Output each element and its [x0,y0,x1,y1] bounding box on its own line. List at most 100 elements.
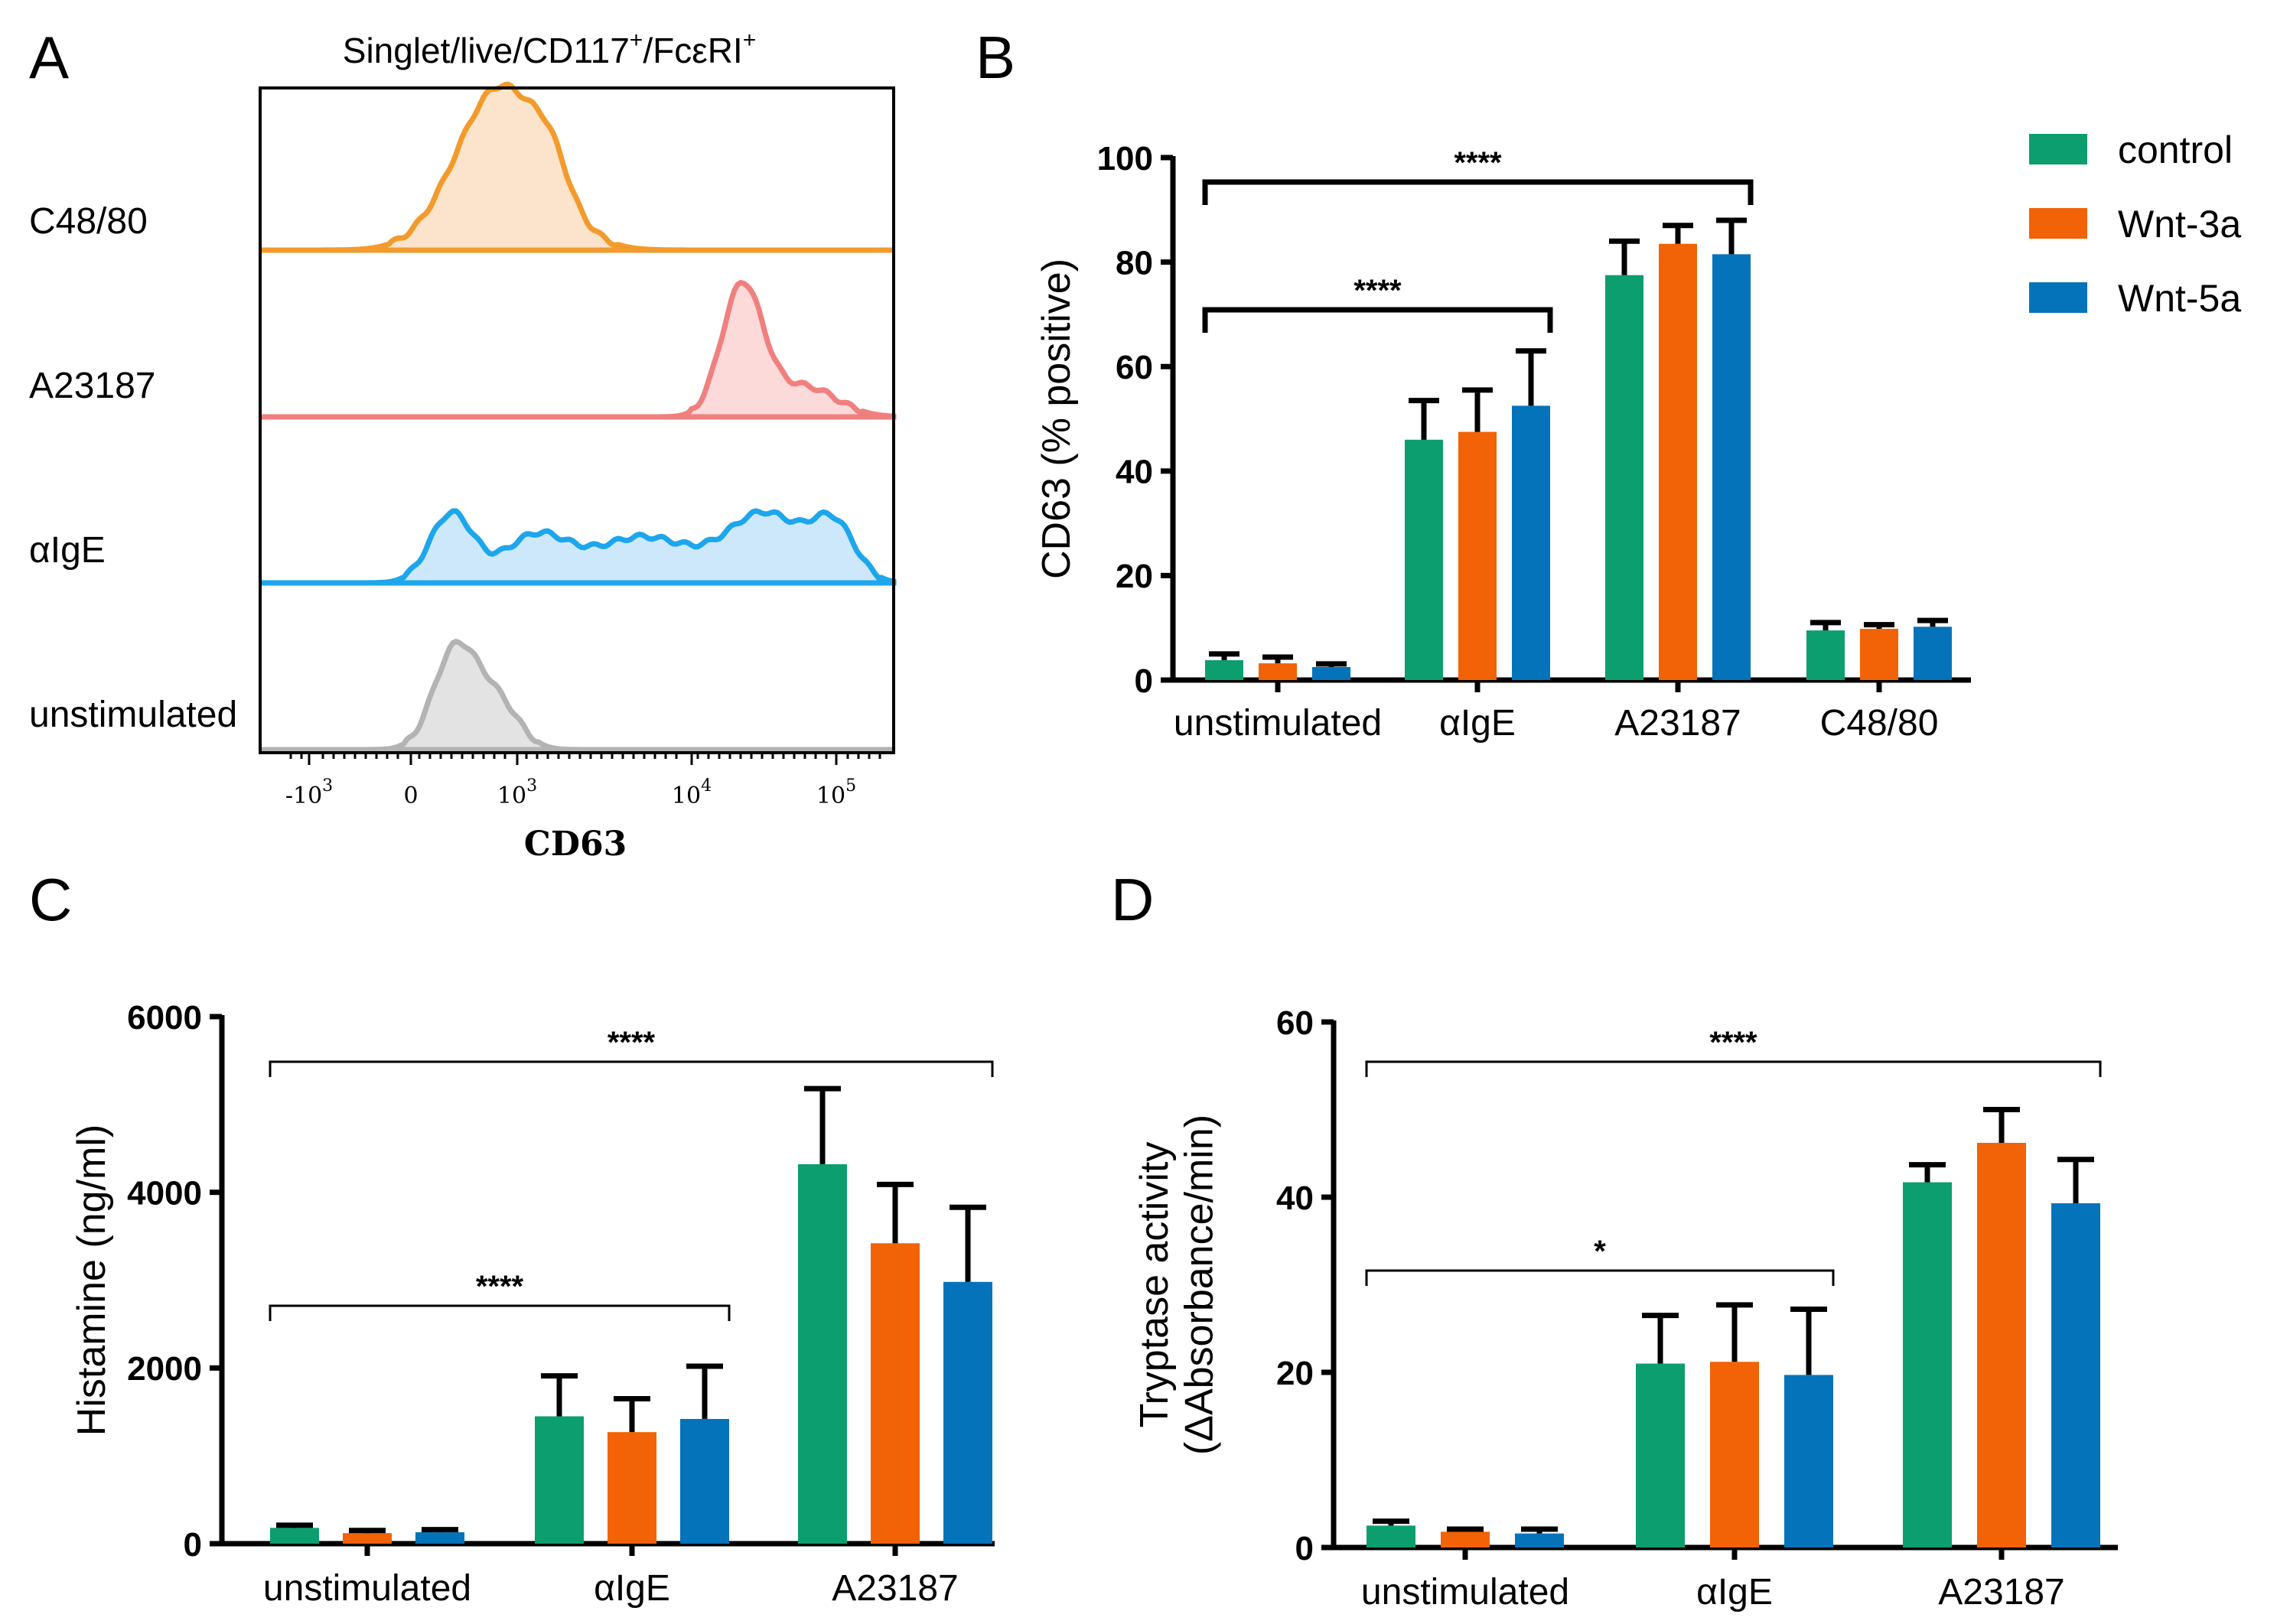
cd63-tick-1e3: 103 [497,776,537,809]
bar-wnt3a-unstimulated [1441,1531,1490,1548]
bar-wnt5a-a23187 [2051,1203,2100,1548]
category-label-a23187: A23187 [832,1568,959,1609]
histogram-unstimulated [260,638,894,753]
bar-control-c48-80 [1806,630,1845,680]
category-label-aige: αIgE [594,1568,670,1609]
legend: control Wnt-3a Wnt-5a [2029,129,2241,320]
panel-b-y-tick-label: 0 [1135,662,1153,700]
category-label-aige: αIgE [1439,703,1516,744]
histogram-aige [260,508,897,586]
category-label-unstimulated: unstimulated [263,1568,471,1609]
bar-wnt3a-aige [1710,1362,1759,1548]
panel-d-y-tick-label: 40 [1276,1180,1314,1217]
bar-wnt3a-c48-80 [1860,629,1898,680]
category-label-aige: αIgE [1696,1572,1773,1613]
panel-c: C 0 2000 4000 6000 Histamine (ng/ml) unstimul… [29,866,995,1609]
significance-bracket [1365,1060,2102,1077]
panel-b-y-tick-label: 60 [1116,349,1153,386]
panel-c-letter: C [29,866,72,933]
panel-b-letter: B [976,24,1015,91]
panel-c-y-tick-label: 4000 [127,1175,202,1212]
panel-c-y-label: Histamine (ng/ml) [70,1124,114,1436]
bar-wnt5a-a23187 [943,1281,992,1544]
panel-a-title: Singlet/live/CD117+/FcεRI+ [343,28,756,70]
cd63-tick-1e4: 104 [672,776,712,809]
significance-bracket [1365,1269,1835,1286]
cd63-axis-ticks [289,753,881,765]
bar-control-aige [535,1416,584,1544]
bar-control-unstimulated [1367,1525,1415,1548]
legend-swatch-wnt5a [2029,282,2087,313]
panel-b-y-tick-label: 40 [1116,454,1153,491]
bar-control-aige [1636,1363,1685,1548]
significance-bracket [269,1304,731,1321]
legend-swatch-control [2029,134,2087,164]
panel-d-y-tick-label: 0 [1295,1530,1314,1567]
histogram-frame [259,86,895,754]
category-label-a23187: A23187 [1938,1572,2065,1613]
bar-wnt3a-a23187 [871,1243,920,1544]
bar-control-unstimulated [1205,660,1243,680]
bar-wnt5a-unstimulated [1312,666,1350,680]
panel-b: B 0 20 40 60 80 100 CD63 (% positive) unstimula… [976,24,2241,744]
cd63-tick-neg1e3: -103 [285,776,333,809]
bar-control-unstimulated [270,1528,319,1544]
bar-wnt3a-aige [608,1432,656,1544]
significance-label: **** [1353,274,1402,308]
bar-wnt5a-aige [680,1418,729,1544]
bar-wnt5a-unstimulated [1515,1533,1564,1548]
bar-wnt3a-unstimulated [343,1533,392,1544]
row-label-a23187: A23187 [29,366,156,406]
panel-a: A Singlet/live/CD117+/FcεRI+ C48/80 A231… [29,24,897,864]
bar-wnt5a-a23187 [1712,254,1751,681]
significance-label: **** [1709,1026,1757,1059]
significance-bracket [1202,179,1754,205]
bar-control-a23187 [798,1163,847,1544]
category-label-a23187: A23187 [1614,703,1741,744]
legend-label-wnt5a: Wnt-5a [2118,277,2241,320]
panel-a-letter: A [29,24,69,91]
panel-b-y-tick-label: 20 [1116,558,1153,595]
histogram-a23187 [260,279,897,420]
panel-d-y-label: Tryptase activity(ΔAbsorbance/min) [1132,1115,1221,1455]
legend-label-wnt3a: Wnt-3a [2118,203,2241,246]
category-label-unstimulated: unstimulated [1174,703,1382,744]
bar-control-a23187 [1903,1182,1952,1548]
category-label-c48-80: C48/80 [1820,703,1939,744]
panel-c-y-tick-label: 2000 [127,1350,202,1388]
cd63-tick-zero: 0 [403,783,418,809]
histogram-tracks [260,81,897,753]
cd63-tick-1e5: 105 [816,776,856,809]
category-label-unstimulated: unstimulated [1361,1572,1569,1613]
significance-bracket [1202,307,1553,333]
bar-control-aige [1405,439,1443,680]
panel-c-y-tick-label: 6000 [127,999,202,1037]
legend-label-control: control [2118,129,2233,171]
significance-label: * [1594,1235,1606,1268]
panel-d-chart: 0 20 40 60 Tryptase activity(ΔAbsorbance/min… [1132,1004,2118,1613]
row-label-c48-80: C48/80 [29,201,148,242]
bar-wnt3a-aige [1458,431,1497,680]
histogram-c48-80 [260,81,894,253]
significance-bracket [269,1060,994,1077]
bar-wnt5a-aige [1512,405,1550,680]
panel-c-chart: 0 2000 4000 6000 Histamine (ng/ml) unstimulat… [70,999,995,1609]
significance-label: **** [476,1270,524,1303]
row-label-aige: αIgE [29,530,106,571]
row-label-unstimulated: unstimulated [29,695,237,735]
panel-d: D 0 20 40 60 Tryptase activity(ΔAbsorbance/m… [1111,866,2118,1613]
panel-d-y-tick-label: 60 [1276,1004,1314,1042]
bar-wnt5a-unstimulated [415,1532,464,1544]
cd63-axis-label: CD63 [524,825,627,864]
bar-wnt3a-unstimulated [1259,663,1297,680]
panel-d-y-tick-label: 20 [1276,1355,1314,1392]
bar-wnt3a-a23187 [1977,1143,2026,1548]
bar-wnt5a-aige [1784,1375,1833,1548]
panel-b-y-label: CD63 (% positive) [1034,259,1079,579]
significance-label: **** [1454,146,1502,180]
panel-c-y-tick-label: 0 [184,1526,202,1564]
panel-b-y-tick-label: 100 [1097,140,1153,177]
panel-d-letter: D [1111,866,1154,933]
panel-b-chart: 0 20 40 60 80 100 CD63 (% positive) unstimulate… [1034,140,1971,744]
